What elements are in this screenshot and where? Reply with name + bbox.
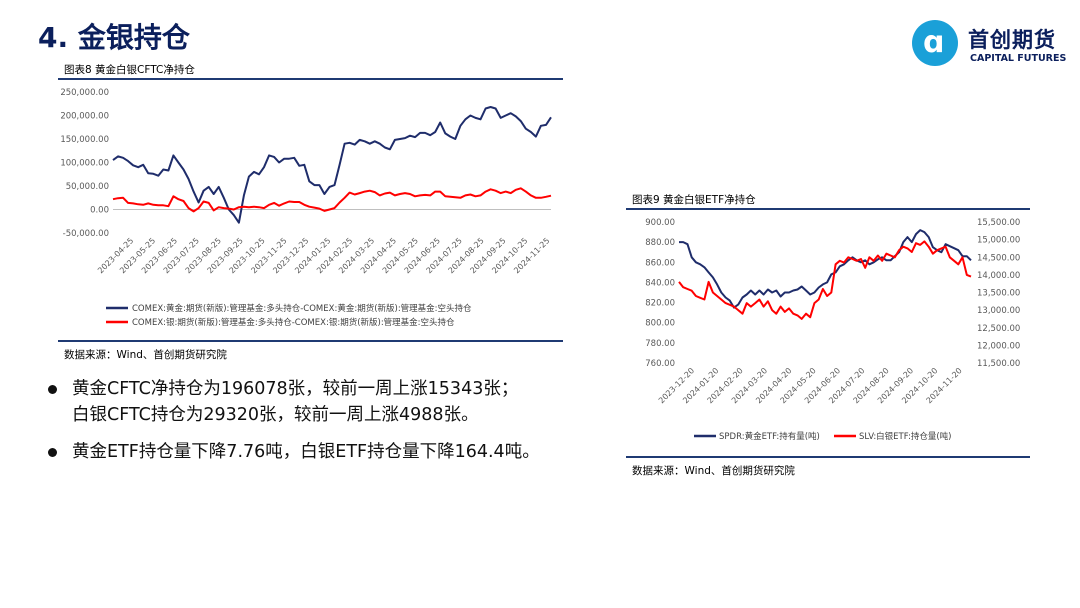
y-left-tick-label: 820.00 bbox=[645, 299, 675, 309]
y-tick-label: 150,000.00 bbox=[60, 135, 109, 145]
figure8-top-rule bbox=[58, 78, 563, 80]
y-right-tick-label: 12,500.00 bbox=[977, 324, 1020, 334]
figure8-chart: 250,000.00 200,000.00 150,000.00 100,000.00… bbox=[60, 88, 552, 328]
y-right-tick-label: 14,000.00 bbox=[977, 271, 1020, 281]
company-logo: ɑ 首创期货 CAPITAL FUTURES bbox=[912, 20, 1074, 68]
y-tick-label: 200,000.00 bbox=[60, 112, 109, 122]
y-left-tick-label: 880.00 bbox=[645, 238, 675, 248]
figure9-top-rule bbox=[626, 208, 1030, 210]
gold-cftc-series-line bbox=[112, 106, 552, 224]
y-right-tick-label: 11,500.00 bbox=[977, 359, 1020, 369]
y-tick-label: 250,000.00 bbox=[60, 88, 109, 98]
slide-title: 4. 金银持仓 bbox=[38, 21, 190, 54]
y-right-tick-label: 13,500.00 bbox=[977, 289, 1020, 299]
y-right-tick-label: 13,000.00 bbox=[977, 306, 1020, 316]
bullet-item: 黄金ETF持仓量下降7.76吨，白银ETF持仓量下降164.4吨。 bbox=[48, 439, 612, 465]
figure9-title: 图表9 黄金白银ETF净持仓 bbox=[632, 194, 756, 206]
y-tick-label: 100,000.00 bbox=[60, 159, 109, 169]
bullet-item: 黄金CFTC净持仓为196078张，较前一周上涨15343张； 白银CFTC持仓… bbox=[48, 376, 612, 428]
y-tick-label: 50,000.00 bbox=[66, 182, 109, 192]
figure8-title: 图表8 黄金白银CFTC净持仓 bbox=[64, 64, 195, 76]
y-right-tick-label: 15,000.00 bbox=[977, 236, 1020, 246]
y-tick-label: -50,000.00 bbox=[63, 229, 109, 239]
figure8-bottom-rule bbox=[58, 340, 563, 342]
bullet-text-line: 黄金CFTC净持仓为196078张，较前一周上涨15343张； bbox=[72, 379, 519, 399]
figure9-bottom-rule bbox=[626, 456, 1030, 458]
bullet-text-line: 黄金ETF持仓量下降7.76吨，白银ETF持仓量下降164.4吨。 bbox=[72, 442, 540, 462]
y-left-tick-label: 840.00 bbox=[645, 278, 675, 288]
y-right-tick-label: 12,000.00 bbox=[977, 341, 1020, 351]
legend-label: COMEX:银:期货(新版):管理基金:多头持仓-COMEX:银:期货(新版):… bbox=[132, 317, 455, 328]
bullet-dot-icon bbox=[48, 448, 57, 457]
logo-text-en: CAPITAL FUTURES bbox=[970, 53, 1067, 64]
y-left-tick-label: 800.00 bbox=[645, 319, 675, 329]
legend-label: SLV:白银ETF:持仓量(吨) bbox=[859, 431, 951, 442]
figure9-chart: 900.00 880.00 860.00 840.00 820.00 800.00 780.… bbox=[645, 218, 1020, 442]
figure8-source: 数据来源：Wind、首创期货研究院 bbox=[64, 349, 227, 361]
spdr-gold-etf-series-line bbox=[679, 229, 972, 309]
y-right-tick-label: 15,500.00 bbox=[977, 218, 1020, 228]
legend-label: SPDR:黄金ETF:持有量(吨) bbox=[719, 431, 820, 442]
legend-label: COMEX:黄金:期货(新版):管理基金:多头持仓-COMEX:黄金:期货(新版… bbox=[132, 303, 472, 314]
silver-cftc-series-line bbox=[112, 187, 552, 213]
bullet-dot-icon bbox=[48, 385, 57, 394]
y-left-tick-label: 780.00 bbox=[645, 339, 675, 349]
logo-text-cn: 首创期货 bbox=[968, 28, 1056, 52]
slv-silver-etf-series-line bbox=[678, 240, 972, 320]
logo-mark-icon: ɑ bbox=[912, 20, 958, 66]
y-right-tick-label: 14,500.00 bbox=[977, 253, 1020, 263]
bullet-text-line: 白银CFTC持仓为29320张，较前一周上涨4988张。 bbox=[72, 405, 479, 425]
y-left-tick-label: 900.00 bbox=[645, 218, 675, 228]
y-left-tick-label: 860.00 bbox=[645, 258, 675, 268]
figure9-source: 数据来源：Wind、首创期货研究院 bbox=[632, 465, 795, 477]
y-tick-label: 0.00 bbox=[90, 206, 109, 216]
y-left-tick-label: 760.00 bbox=[645, 359, 675, 369]
